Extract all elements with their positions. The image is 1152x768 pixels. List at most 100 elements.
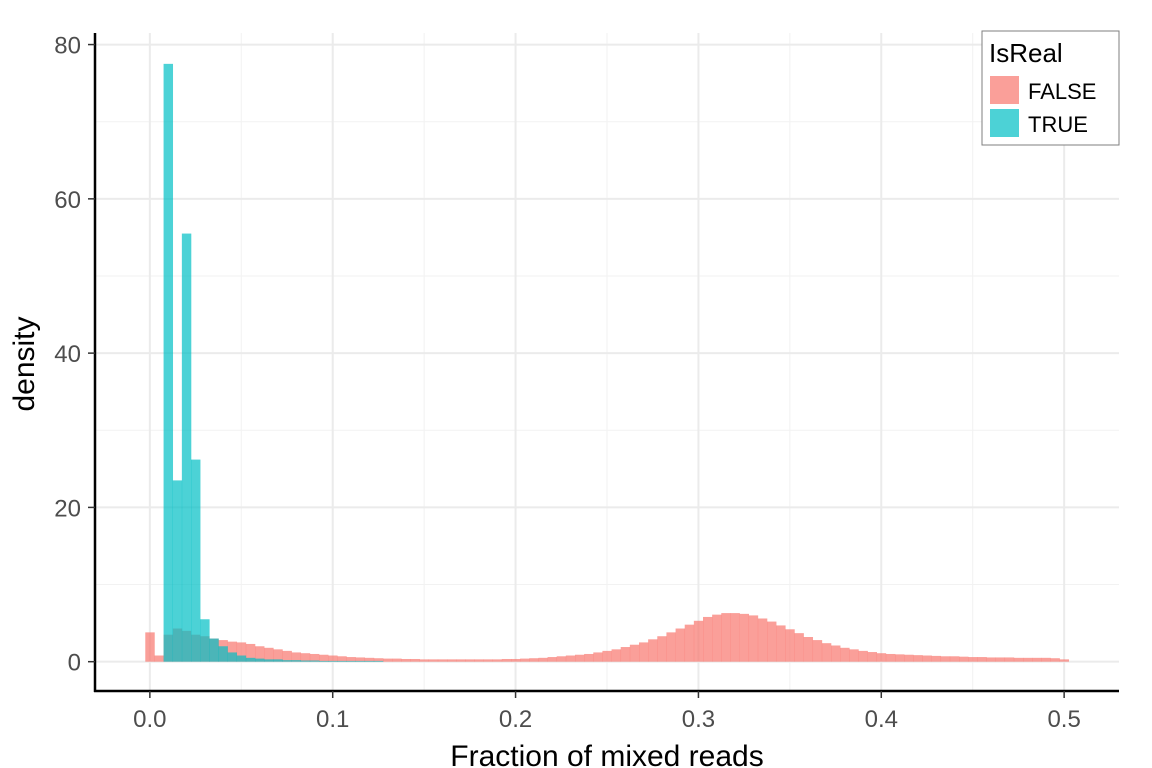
histogram-bar-false [657, 636, 667, 662]
histogram-bar-false [620, 647, 631, 662]
histogram-bar-false [355, 657, 366, 662]
histogram-bar-true [291, 660, 302, 662]
histogram-bar-false [575, 654, 585, 662]
histogram-bar-false [511, 658, 521, 662]
histogram-bar-false [373, 658, 384, 662]
histogram-bar-false [730, 613, 740, 662]
histogram-bar-false [291, 652, 302, 662]
histogram-bar-false [885, 653, 896, 662]
histogram-bar-false [849, 649, 859, 662]
histogram-bar-false [273, 649, 283, 662]
histogram-bar-true [319, 660, 329, 662]
histogram-bar-false [611, 649, 622, 662]
x-tick-label: 0.5 [1047, 706, 1080, 733]
histogram-bar-false [401, 658, 411, 662]
histogram-bar-false [666, 632, 676, 662]
histogram-bar-false [703, 616, 713, 662]
x-tick-label: 0.4 [865, 706, 898, 733]
histogram-bar-false [227, 641, 238, 662]
histogram-bar-false [584, 653, 594, 662]
histogram-bar-false [904, 654, 914, 662]
histogram-bar-false [419, 659, 430, 662]
histogram-bar-false [236, 642, 247, 662]
histogram-bar-true [328, 660, 338, 662]
histogram-bar-false [1059, 659, 1070, 662]
histogram-bar-true [273, 659, 283, 662]
histogram-bar-true [227, 652, 238, 662]
histogram-bar-false [959, 656, 969, 662]
histogram-bar-false [556, 656, 567, 662]
histogram-bar-false [684, 624, 695, 662]
histogram-bar-false [154, 655, 164, 662]
histogram-bar-false [465, 659, 475, 662]
x-axis-title: Fraction of mixed reads [450, 740, 763, 768]
histogram-bar-false [895, 654, 905, 662]
histogram-bar-true [172, 480, 183, 662]
histogram-bar-true [245, 657, 256, 662]
histogram-bar-true [264, 659, 274, 662]
histogram-bar-false [328, 655, 338, 662]
histogram-bar-true [355, 660, 366, 662]
histogram-bar-false [474, 659, 484, 662]
histogram-bar-false [803, 637, 814, 662]
histogram-bar-false [858, 650, 868, 662]
histogram-bar-false [456, 659, 466, 662]
histogram-bar-false [410, 658, 420, 662]
histogram-bar-false [492, 659, 503, 662]
histogram-bar-false [1013, 657, 1024, 662]
histogram-bar-true [181, 233, 192, 662]
histogram-bar-false [812, 640, 823, 662]
histogram-bar-false [145, 632, 155, 662]
histogram-bar-false [309, 653, 320, 662]
histogram-bar-true [191, 459, 201, 662]
histogram-bar-false [940, 656, 951, 662]
histogram-bar-false [602, 650, 612, 662]
y-tick-label: 20 [54, 495, 81, 522]
histogram-bar-false [986, 657, 996, 662]
histogram-bar-false [693, 620, 704, 662]
histogram-bar-false [501, 658, 512, 662]
histogram-bar-false [300, 653, 311, 662]
histogram-bar-false [337, 656, 347, 662]
histogram-bar-false [547, 657, 558, 662]
histogram-bar-false [767, 621, 777, 662]
histogram-bar-false [776, 625, 786, 662]
histogram-bar-false [721, 613, 731, 662]
histogram-bar-false [483, 659, 494, 662]
legend-label-false: FALSE [1028, 79, 1096, 104]
legend-swatch-true [990, 109, 1019, 137]
histogram-bar-false [565, 655, 576, 662]
x-tick-label: 0.3 [682, 706, 715, 733]
histogram-bar-false [785, 629, 795, 662]
legend-label-true: TRUE [1028, 112, 1088, 137]
x-tick-label: 0.0 [133, 706, 166, 733]
histogram-bar-true [209, 638, 219, 662]
histogram-bar-false [995, 657, 1006, 662]
histogram-bar-false [648, 639, 658, 662]
histogram-bar-false [913, 655, 923, 662]
y-axis-title: density [8, 316, 41, 411]
histogram-bar-false [876, 653, 887, 662]
legend-title: IsReal [989, 38, 1063, 68]
histogram-bar-false [520, 658, 530, 662]
y-tick-label: 0 [68, 650, 81, 677]
histogram-bar-false [931, 655, 942, 662]
histogram-bar-true [218, 646, 228, 662]
histogram-bar-true [282, 660, 292, 662]
histogram-bar-false [1023, 657, 1033, 662]
histogram-bar-false [1050, 658, 1060, 662]
histogram-bar-false [264, 647, 274, 662]
x-tick-label: 0.2 [499, 706, 532, 733]
histogram-bar-true [163, 63, 174, 662]
y-tick-label: 40 [54, 341, 81, 368]
histogram-bar-false [364, 657, 375, 662]
histogram-bar-false [922, 655, 932, 662]
histogram-bar-false [629, 644, 640, 662]
histogram-bar-false [968, 657, 978, 662]
histogram-bar-false [794, 633, 804, 662]
histogram-bar-false [319, 654, 329, 662]
histogram-bar-false [538, 657, 548, 662]
histogram-bar-false [748, 615, 759, 662]
histogram-bar-false [757, 618, 768, 662]
